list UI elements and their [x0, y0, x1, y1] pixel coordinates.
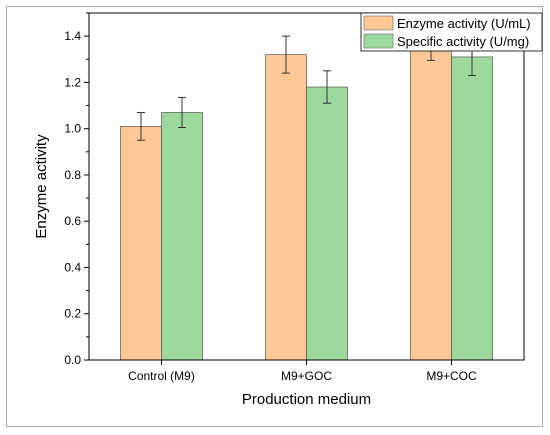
x-tick-label: Control (M9) [128, 369, 195, 383]
legend-label-enzyme-activity: Enzyme activity (U/mL) [397, 16, 531, 31]
x-axis-title: Production medium [242, 391, 371, 408]
y-tick-label: 1.0 [64, 122, 81, 136]
y-tick-label: 1.2 [64, 75, 81, 89]
bar [410, 40, 452, 361]
y-tick-label: 0.0 [64, 353, 81, 367]
y-tick-label: 0.2 [64, 307, 81, 321]
bar [120, 126, 162, 361]
bar [451, 56, 493, 361]
y-axis-title: Enzyme activity [33, 134, 50, 239]
y-tick-label: 0.4 [64, 260, 81, 274]
bars-group [120, 40, 493, 361]
y-tick-label: 1.4 [64, 29, 81, 43]
bar [161, 112, 203, 361]
bar [265, 54, 307, 361]
legend-swatch-specific-activity [363, 33, 394, 49]
legend-swatch-enzyme-activity [363, 15, 394, 31]
x-tick-label: M9+COC [426, 369, 477, 383]
bar [306, 86, 348, 361]
legend-label-specific-activity: Specific activity (U/mg) [397, 34, 529, 49]
y-tick-label: 0.6 [64, 214, 81, 228]
x-tick-label: M9+GOC [281, 369, 332, 383]
y-tick-label: 0.8 [64, 168, 81, 182]
legend: Enzyme activity (U/mL) Specific activity… [360, 12, 543, 52]
axes-group: 0.0 0.2 0.4 0.6 0.8 1.0 1.2 1.4 Control (M9) M9+G… [64, 12, 525, 383]
